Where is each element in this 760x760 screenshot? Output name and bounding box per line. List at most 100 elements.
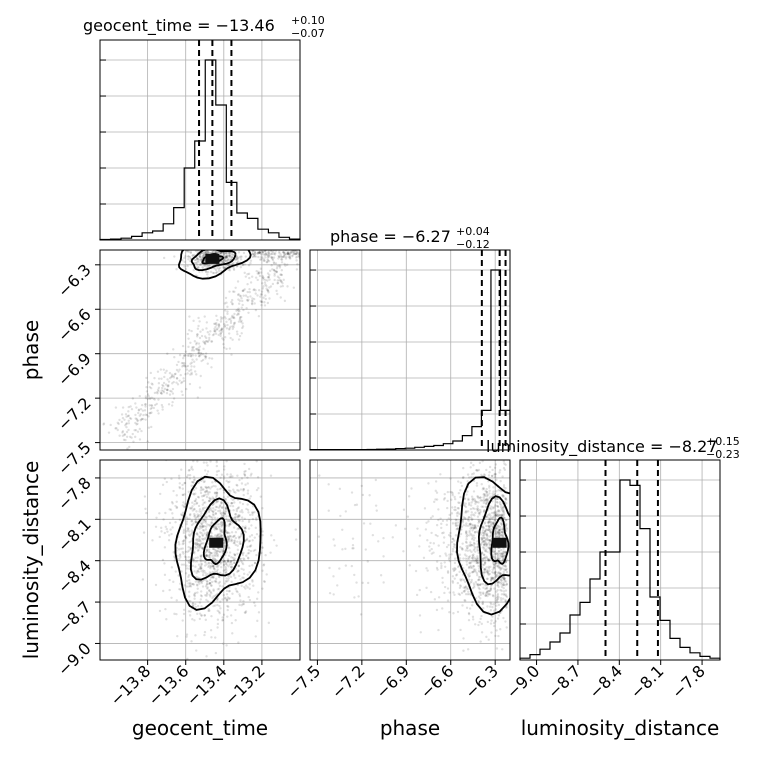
sample-point — [502, 583, 505, 587]
sample-point — [216, 554, 219, 558]
sample-point — [238, 594, 242, 598]
sample-point — [226, 535, 229, 539]
sample-point — [196, 549, 200, 552]
sample-point — [491, 521, 495, 524]
sample-point — [482, 534, 486, 537]
sample-point — [499, 533, 503, 537]
sample-point — [476, 555, 479, 558]
sample-point — [457, 480, 460, 483]
sample-point — [244, 294, 248, 297]
sample-point — [451, 575, 455, 578]
sample-point — [501, 475, 504, 478]
sample-point — [198, 386, 202, 389]
panel-geocent-time-vs-luminosity-distance — [99, 459, 301, 661]
sample-point — [214, 330, 217, 333]
contour-line — [490, 516, 510, 565]
sample-point — [451, 550, 455, 553]
sample-point — [257, 271, 260, 275]
sample-point — [197, 548, 200, 552]
sample-point — [150, 396, 153, 400]
sample-point — [247, 557, 250, 560]
sample-point — [488, 489, 491, 492]
sample-point — [213, 267, 216, 270]
sample-point — [186, 657, 189, 660]
sample-point — [254, 276, 258, 279]
sample-point — [151, 383, 154, 386]
sample-point — [157, 386, 161, 390]
sample-point — [219, 511, 222, 515]
sample-point — [268, 273, 271, 277]
sample-point — [474, 568, 477, 571]
sample-point — [199, 525, 202, 528]
sample-point — [241, 502, 245, 506]
panel-geocent-time-vs-phase — [99, 245, 301, 451]
sample-point — [207, 564, 211, 567]
sample-point — [168, 521, 172, 525]
sample-point — [469, 564, 472, 568]
sample-point — [226, 615, 229, 618]
sample-point — [491, 492, 494, 495]
sample-point — [200, 512, 203, 515]
sample-point — [224, 245, 226, 247]
sample-point — [253, 302, 256, 305]
sample-point — [194, 520, 198, 524]
sample-point — [492, 576, 496, 580]
sample-point — [227, 328, 231, 331]
sample-point — [496, 535, 499, 538]
sample-point — [442, 536, 446, 539]
sample-point — [221, 551, 225, 554]
sample-point — [232, 574, 236, 577]
sample-point — [478, 583, 482, 586]
sample-point — [196, 396, 200, 399]
sample-point — [467, 575, 471, 578]
sample-point — [481, 488, 485, 491]
sample-point — [222, 475, 226, 478]
sample-point — [125, 425, 128, 429]
x-tick-label: −6.6 — [417, 661, 458, 702]
sample-point — [253, 604, 257, 607]
sample-point — [152, 406, 156, 410]
sample-point — [226, 604, 229, 608]
sample-point — [216, 618, 220, 621]
sample-point — [504, 486, 507, 490]
sample-point — [205, 594, 208, 598]
sample-point — [199, 351, 203, 355]
sample-point — [217, 525, 221, 529]
sample-point — [482, 487, 486, 491]
sample-point — [483, 567, 487, 571]
sample-point — [394, 524, 398, 527]
sample-point — [487, 593, 491, 596]
sample-point — [224, 597, 227, 600]
sample-point — [220, 260, 223, 263]
sample-point — [471, 472, 474, 476]
sample-point — [222, 266, 226, 269]
sample-point — [271, 256, 274, 259]
sample-point — [502, 616, 505, 620]
sample-point — [256, 619, 259, 623]
sample-point — [168, 578, 171, 582]
sample-point — [243, 473, 247, 477]
sample-point — [149, 371, 152, 375]
sample-point — [183, 260, 186, 264]
sample-point — [194, 605, 198, 609]
sample-point — [479, 640, 482, 643]
sample-point — [267, 275, 271, 279]
sample-point — [494, 473, 497, 476]
sample-point — [188, 567, 191, 570]
sample-point — [167, 538, 171, 542]
sample-point — [223, 511, 226, 515]
sample-point — [484, 505, 487, 509]
sample-point — [486, 592, 490, 596]
sample-point — [483, 567, 486, 571]
contour-line — [190, 250, 237, 271]
sample-point — [214, 325, 217, 329]
sample-point — [204, 574, 208, 577]
sample-point — [136, 422, 139, 426]
sample-point — [485, 494, 489, 498]
sample-point — [188, 614, 192, 617]
sample-point — [441, 531, 444, 535]
sample-point — [494, 514, 498, 518]
sample-point — [194, 565, 197, 568]
sample-point — [487, 521, 491, 524]
sample-point — [209, 270, 213, 274]
